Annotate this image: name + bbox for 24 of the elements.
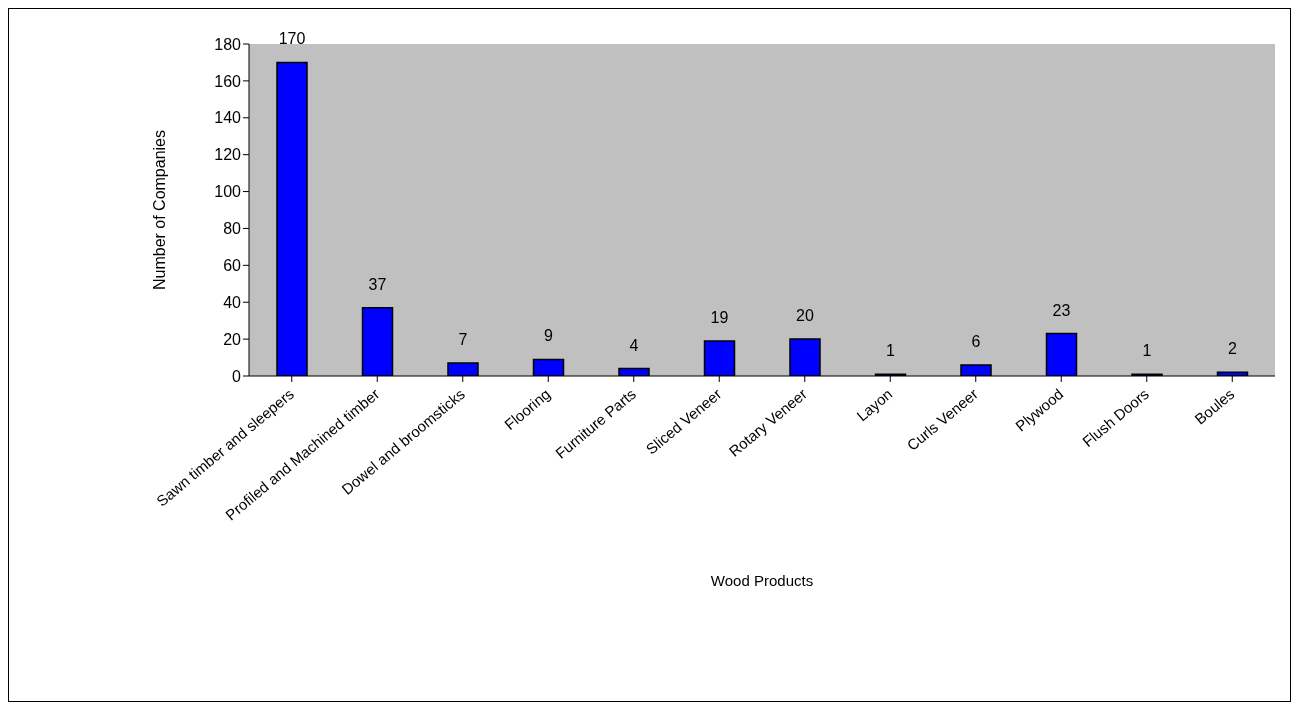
data-label: 7	[458, 331, 468, 349]
data-label: 1	[1142, 342, 1152, 360]
data-label: 4	[629, 336, 639, 354]
y-axis-title: Number of Companies	[150, 129, 168, 291]
y-tick-label: 60	[223, 257, 242, 275]
y-tick-label: 120	[214, 146, 242, 164]
data-label: 170	[278, 30, 306, 48]
y-tick-label: 160	[214, 72, 242, 90]
data-label: 23	[1052, 301, 1071, 319]
data-label: 2	[1228, 340, 1238, 358]
data-label: 37	[368, 275, 387, 293]
x-axis-title: Wood Products	[710, 572, 814, 589]
data-label: 20	[796, 307, 814, 325]
y-tick-label: 40	[223, 293, 242, 311]
data-label: 9	[544, 327, 554, 345]
y-tick-label: 0	[232, 367, 242, 385]
y-tick-label: 100	[214, 183, 242, 201]
y-tick-label: 180	[214, 35, 242, 53]
data-label: 19	[710, 308, 729, 326]
y-tick-label: 140	[214, 109, 242, 127]
y-tick-label: 80	[223, 220, 242, 238]
data-label: 1	[886, 342, 896, 360]
y-tick-label: 20	[223, 330, 242, 348]
data-label: 6	[971, 332, 981, 350]
